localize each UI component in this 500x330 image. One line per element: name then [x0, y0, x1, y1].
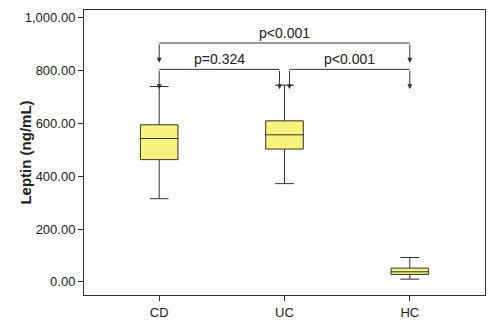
svg-text:UC: UC — [275, 305, 294, 320]
svg-text:p<0.001: p<0.001 — [259, 25, 310, 41]
svg-text:CD: CD — [150, 305, 169, 320]
svg-text:1,000.00: 1,000.00 — [25, 10, 76, 25]
svg-text:200.00: 200.00 — [36, 222, 76, 237]
svg-text:p=0.324: p=0.324 — [194, 51, 245, 67]
svg-text:HC: HC — [400, 305, 419, 320]
svg-text:800.00: 800.00 — [36, 63, 76, 78]
svg-text:600.00: 600.00 — [36, 116, 76, 131]
svg-text:0.00: 0.00 — [50, 274, 75, 289]
svg-text:Leptin (ng/mL): Leptin (ng/mL) — [17, 100, 34, 204]
svg-text:p<0.001: p<0.001 — [324, 51, 375, 67]
svg-text:400.00: 400.00 — [36, 169, 76, 184]
